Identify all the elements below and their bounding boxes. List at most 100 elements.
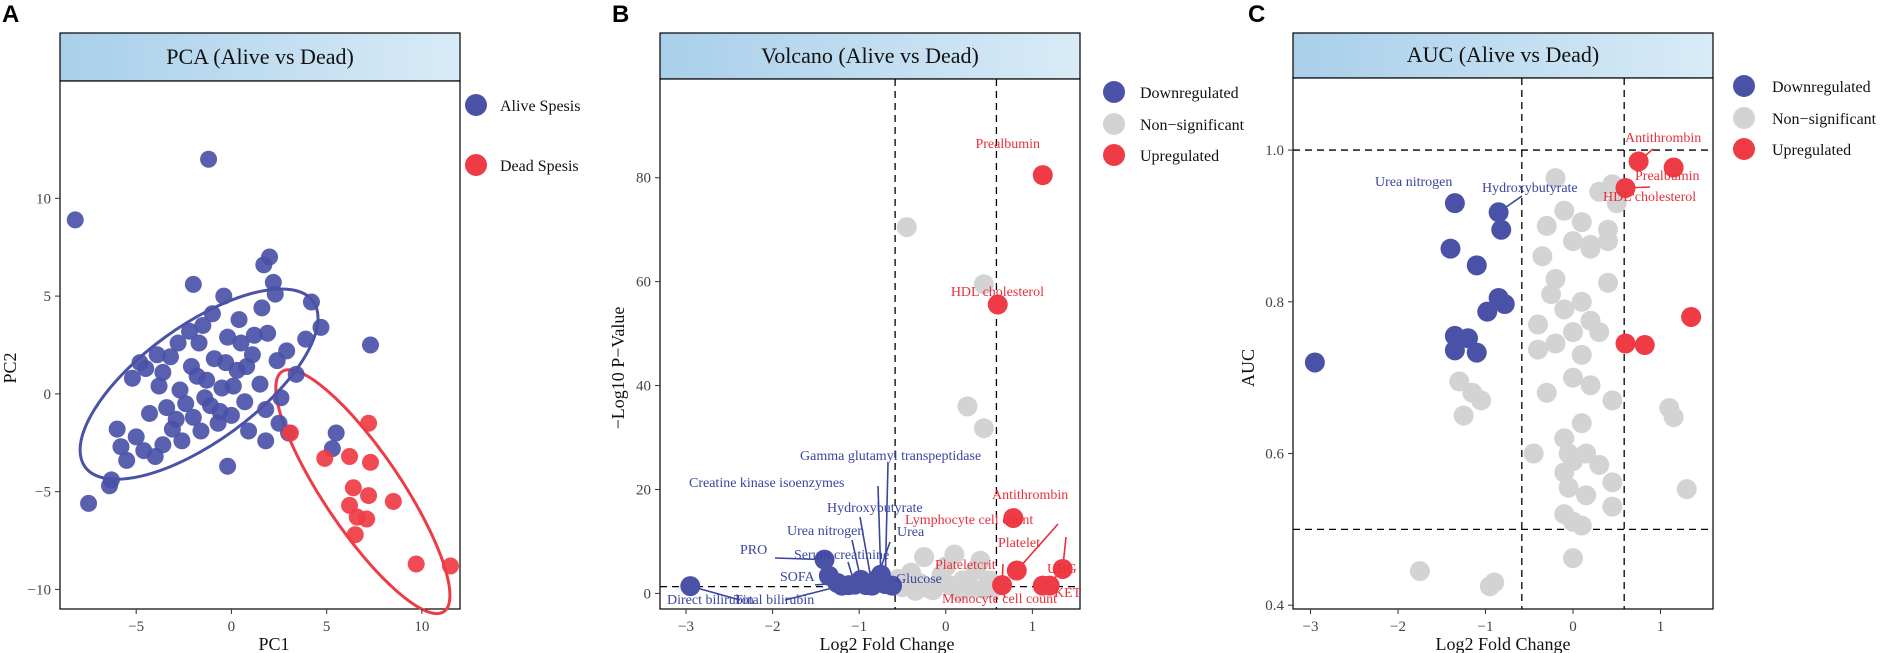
point-alive [118,451,136,469]
point-down [1488,202,1509,223]
point-alive [108,420,126,438]
point-alive [219,328,237,346]
point-alive [255,256,273,274]
point-down [1491,219,1512,240]
point-alive [150,377,168,395]
point-alive [238,358,256,376]
label-total-bilirubin: Total bilirubin [734,593,814,608]
point-up [1615,177,1636,198]
point-alive [188,367,206,385]
point-alive [194,316,212,334]
legend-marker-downregulated [1103,81,1125,103]
panel-b-plot-area [659,78,1081,610]
label-c-antithrombin: Antithrombin [1625,131,1701,146]
panel-c-x-axis-title: Log2 Fold Change [1436,634,1571,653]
point-down [1458,328,1478,349]
point-alive [361,336,379,354]
x-tick-label: 1 [1657,619,1665,635]
point-nonsig [1563,367,1583,388]
point-dead [344,479,362,497]
legend-label-c-nonsignificant: Non−significant [1772,111,1877,128]
x-tick-label: −3 [678,619,694,635]
x-tick-label: 0 [228,619,236,635]
panel-a-legend: Alive Spesis Dead Spesis [465,94,580,176]
legend-marker-nonsignificant [1103,113,1125,135]
point-dead [346,526,364,544]
point-up [992,575,1013,596]
point-alive [240,422,258,440]
point-down [1494,294,1515,315]
point-alive [259,324,277,342]
point-alive [312,318,330,336]
label-antithrombin: Antithrombin [992,488,1068,503]
point-nonsig [1663,407,1684,428]
point-nonsig [1571,413,1592,434]
legend-label-dead: Dead Spesis [500,158,579,175]
point-nonsig [1532,246,1553,267]
x-tick-label: −1 [851,619,867,635]
point-alive [257,401,275,419]
point-nonsig [1453,405,1474,426]
point-nonsig [1545,168,1566,189]
panel-c-y-ticks: 0.4 0.6 0.8 1.0 [1265,143,1293,614]
label-c-urea-nitrogen: Urea nitrogen [1375,175,1452,190]
point-nonsig [1554,428,1575,449]
point-nonsig [1606,193,1627,214]
point-alive [297,330,315,348]
panel-b-x-ticks: −3 −2 −1 0 1 [678,609,1036,635]
y-tick-label: 80 [636,171,651,187]
point-nonsig [914,547,935,568]
point-down [680,576,701,597]
legend-label-nonsignificant: Non−significant [1140,117,1245,134]
leader-line [877,485,882,575]
panel-b-legend: Downregulated Non−significant Upregulate… [1103,81,1245,166]
point-alive [177,395,195,413]
point-up [1032,165,1053,186]
legend-marker-c-nonsignificant [1733,107,1755,129]
label-sofa: SOFA [780,570,816,585]
point-down [1444,340,1465,361]
panel-a-y-axis-title: PC2 [0,352,20,383]
panel-c-point-labels: Antithrombin Prealbumin HDL cholesterol … [1375,131,1701,205]
panel-c-legend: Downregulated Non−significant Upregulate… [1733,75,1877,160]
y-tick-label: 10 [36,191,51,207]
legend-marker-c-downregulated [1733,75,1755,97]
point-down [1466,255,1487,276]
point-alive [224,377,242,395]
point-alive [161,348,179,366]
label-lymphocyte-cell-count: Lymphocyte cell count [905,513,1033,528]
point-alive [66,211,84,229]
label-gamma-glutamyl-transpeptidase: Gamma glutamyl transpeptidase [800,449,981,464]
panel-a-plot-area [59,80,461,610]
point-nonsig [1571,291,1592,312]
point-dead [407,555,425,573]
panel-c-x-ticks: −3 −2 −1 0 1 [1303,609,1665,635]
point-nonsig [1409,561,1430,582]
x-tick-label: −3 [1303,619,1319,635]
point-alive [230,311,248,329]
point-up [1052,558,1073,579]
point-up [1681,306,1702,327]
point-alive [171,381,189,399]
label-glucose: Glucose [896,572,942,587]
point-alive [141,404,159,422]
y-tick-label: 0 [644,586,652,602]
point-down [1444,193,1465,214]
panel-b-y-axis-title: −Log10 P−Value [608,307,628,430]
label-monocyte-cell-count: Monocyte cell count [942,592,1057,607]
point-nonsig [1576,485,1597,506]
point-nonsig [1571,344,1592,365]
panel-a-y-ticks: −10 −5 0 5 10 [28,191,60,598]
point-alive [196,389,214,407]
point-nonsig [1528,314,1548,335]
panel-c-title-strip [1292,32,1714,79]
panel-a-title: PCA (Alive vs Dead) [166,44,354,69]
point-alive [272,389,290,407]
x-tick-label: −2 [765,619,781,635]
panel-a-x-ticks: −5 0 5 10 [128,609,429,635]
point-alive [264,273,282,291]
label-ket: KET [1054,586,1082,601]
x-tick-label: −1 [1478,619,1494,635]
point-alive [211,402,229,420]
